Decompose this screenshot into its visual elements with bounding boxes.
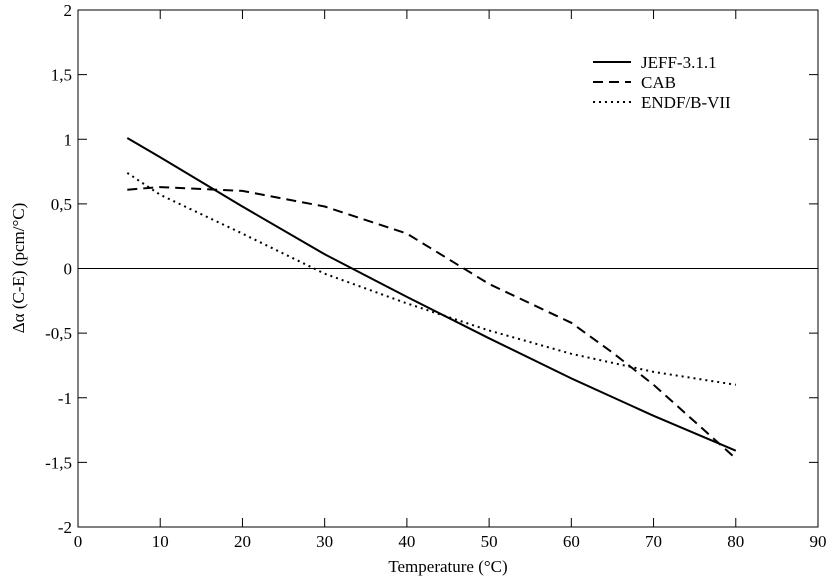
x-tick-label: 40 <box>398 532 415 551</box>
x-axis-title: Temperature (°C) <box>388 557 507 576</box>
y-tick-label: -1,5 <box>45 453 72 472</box>
y-tick-label: 1,5 <box>51 66 72 85</box>
x-tick-label: 0 <box>74 532 83 551</box>
x-tick-label: 30 <box>316 532 333 551</box>
x-tick-label: 20 <box>234 532 251 551</box>
y-tick-label: 0,5 <box>51 195 72 214</box>
x-tick-label: 70 <box>645 532 662 551</box>
x-tick-label: 60 <box>563 532 580 551</box>
legend-label: CAB <box>641 73 676 92</box>
axis-ticks: 0 10 20 30 40 50 60 70 80 90 -2 -1,5 -1 -0,5 0 0,5 1 1,5 2 <box>45 1 826 551</box>
y-tick-label: 2 <box>64 1 73 20</box>
y-tick-label: -1 <box>58 389 72 408</box>
x-tick-label: 50 <box>481 532 498 551</box>
y-tick-label: -0,5 <box>45 324 72 343</box>
series-line-solid <box>126 137 737 452</box>
legend-label: JEFF-3.1.1 <box>641 53 717 72</box>
y-tick-label: -2 <box>58 518 72 537</box>
y-tick-label: 0 <box>64 260 73 279</box>
y-axis-title: Δα (C-E) (pcm/°C) <box>9 203 28 334</box>
legend-label: ENDF/B-VII <box>641 93 731 112</box>
series-line-dashed <box>127 186 737 460</box>
x-tick-label: 80 <box>727 532 744 551</box>
x-tick-label: 10 <box>152 532 169 551</box>
y-tick-label: 1 <box>64 130 73 149</box>
series-layer <box>126 137 737 460</box>
series-line-dotted <box>126 172 736 386</box>
x-tick-label: 90 <box>810 532 827 551</box>
